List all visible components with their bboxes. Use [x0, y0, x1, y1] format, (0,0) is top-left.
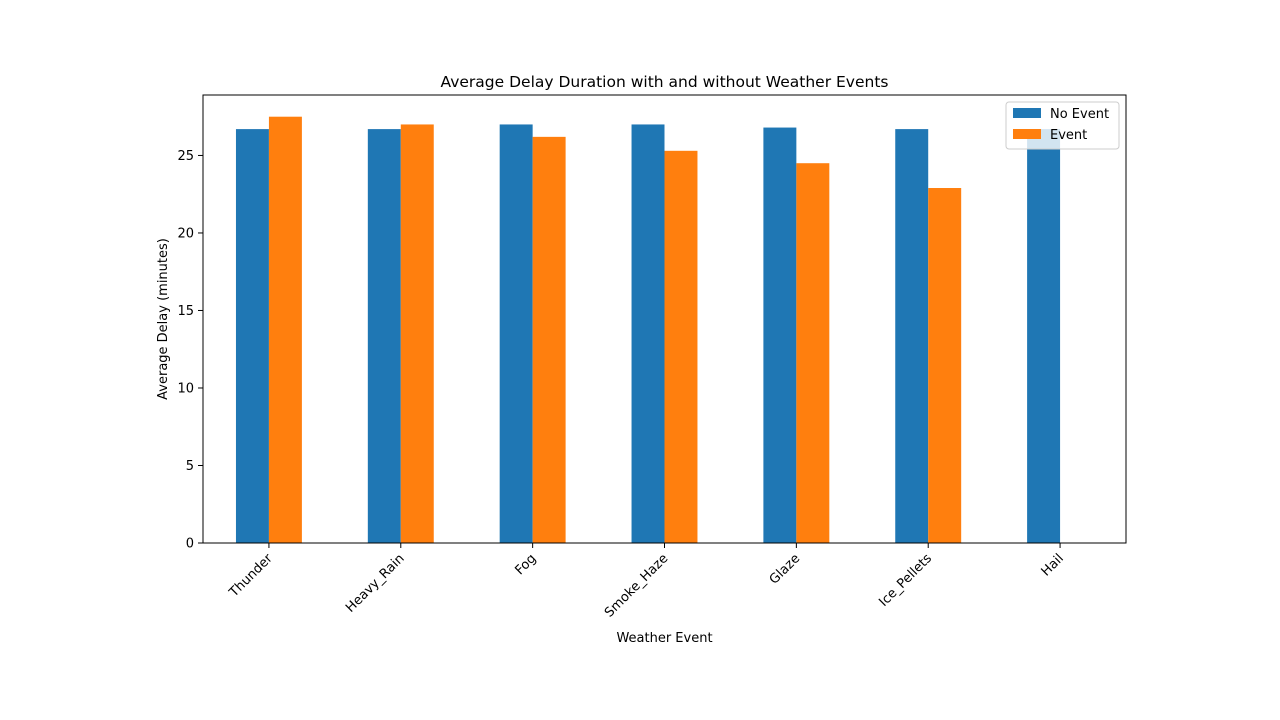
- legend-swatch: [1013, 129, 1041, 139]
- x-tick-label: Hail: [1039, 551, 1067, 579]
- plot-frame: [202, 94, 1127, 544]
- chart-title: Average Delay Duration with and without …: [441, 73, 889, 91]
- x-tick-label: Heavy_Rain: [343, 551, 407, 615]
- x-axis-ticks: Thunder Heavy_Rain Fog Smoke_Haze Glaze Ice_P…: [226, 543, 1067, 621]
- x-tick-label: Ice_Pellets: [876, 551, 935, 610]
- y-tick-label: 25: [177, 149, 194, 164]
- y-tick-label: 5: [186, 459, 194, 474]
- legend-label: Event: [1050, 128, 1087, 143]
- bar-event-fog: [532, 136, 566, 543]
- legend-swatch: [1013, 108, 1041, 118]
- y-tick-label: 0: [186, 537, 194, 552]
- bar-no-event-fog: [499, 124, 533, 544]
- bar-no-event-heavy-rain: [367, 129, 401, 543]
- bar-series: [235, 116, 1061, 544]
- bar-event-heavy-rain: [400, 124, 434, 544]
- x-tick-label: Glaze: [767, 551, 803, 587]
- legend: No Event Event: [1005, 101, 1120, 150]
- y-tick-label: 15: [177, 304, 194, 319]
- bar-no-event-smoke-haze: [631, 124, 665, 544]
- x-tick-label: Fog: [512, 551, 539, 578]
- x-tick-label: Thunder: [226, 551, 276, 601]
- bar-event-glaze: [796, 163, 830, 543]
- y-axis-ticks: 0 5 10 15 20 25: [177, 149, 203, 552]
- bar-no-event-thunder: [235, 129, 269, 543]
- x-axis-title: Weather Event: [616, 631, 712, 646]
- bar-event-thunder: [268, 116, 302, 543]
- legend-label: No Event: [1050, 107, 1109, 122]
- x-tick-label: Smoke_Haze: [602, 551, 671, 620]
- bar-no-event-ice-pellets: [895, 129, 929, 543]
- bar-no-event-hail: [1027, 129, 1061, 543]
- bar-no-event-glaze: [763, 127, 797, 543]
- y-tick-label: 10: [177, 381, 194, 396]
- y-tick-label: 20: [177, 226, 194, 241]
- bar-event-smoke-haze: [664, 150, 698, 544]
- bar-event-ice-pellets: [928, 188, 962, 543]
- y-axis-title: Average Delay (minutes): [156, 238, 171, 400]
